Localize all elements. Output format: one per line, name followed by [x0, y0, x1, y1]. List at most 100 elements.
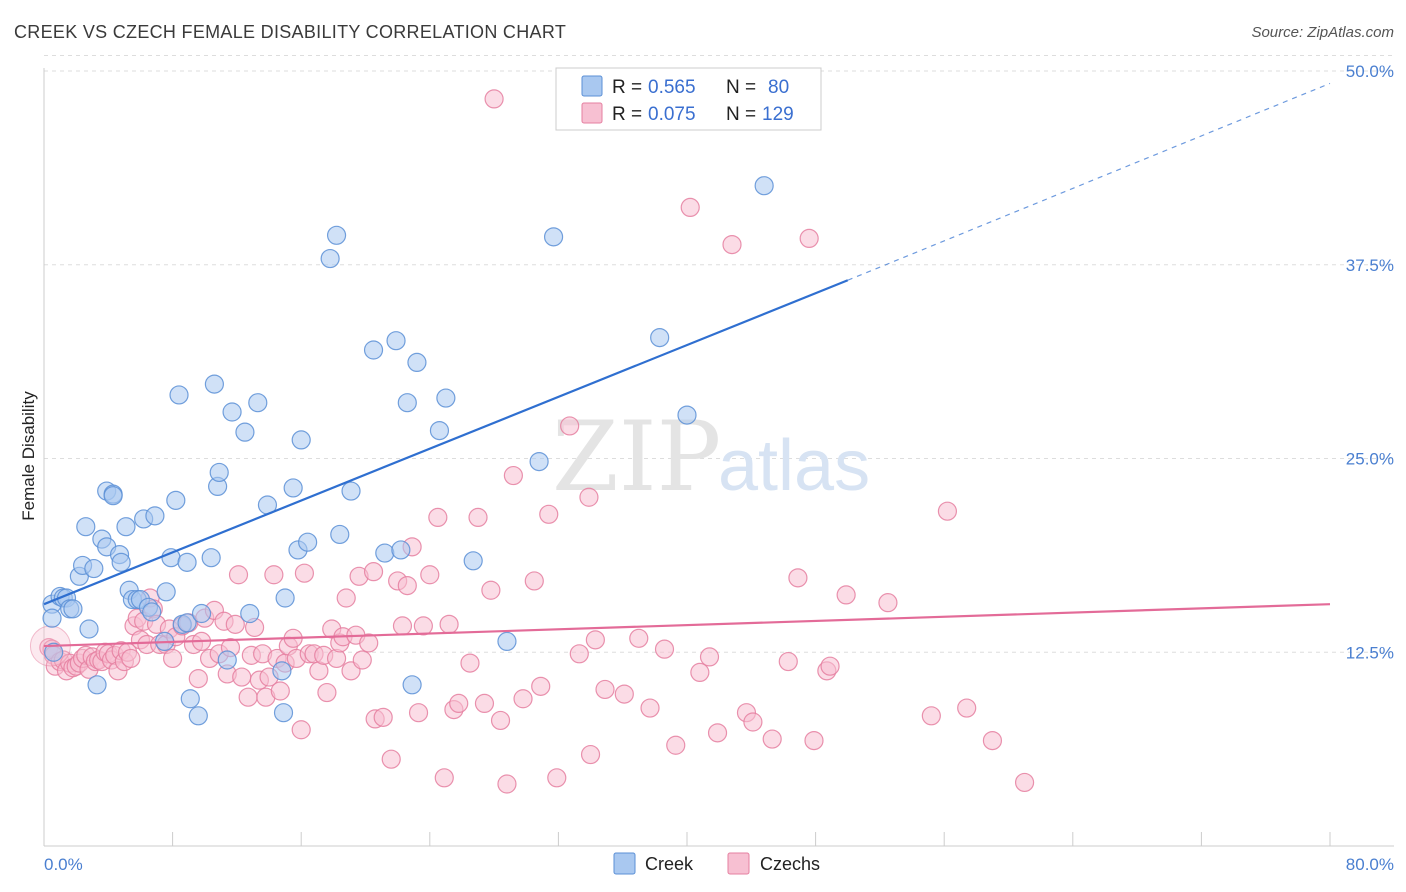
- czech-point: [743, 712, 763, 732]
- czech-point: [937, 501, 958, 521]
- chart-title: CREEK VS CZECH FEMALE DISABILITY CORRELA…: [14, 22, 567, 42]
- czech-point: [778, 651, 798, 672]
- creek-point: [407, 352, 427, 372]
- czech-point: [788, 568, 808, 588]
- czech-point: [503, 465, 523, 486]
- bottom-legend: Creek Czechs: [613, 852, 820, 875]
- czech-point: [580, 744, 601, 765]
- czech-point: [799, 228, 819, 248]
- creek-point: [204, 374, 224, 394]
- creek-point: [188, 706, 208, 726]
- czech-point: [474, 693, 495, 714]
- czech-point: [326, 648, 347, 669]
- y-tick-label: 50.0%: [1346, 62, 1394, 81]
- creek-point: [298, 532, 318, 552]
- creek-point: [166, 490, 186, 510]
- legend-creek-n-value: 80: [768, 77, 789, 98]
- y-tick-label: 25.0%: [1346, 450, 1394, 469]
- czech-point: [420, 565, 440, 585]
- creek-point: [402, 675, 422, 695]
- creek-trend-extension: [847, 82, 1331, 281]
- czech-point: [640, 698, 660, 718]
- czech-point: [524, 571, 544, 591]
- czech-point: [654, 639, 675, 659]
- legend: R = 0.565 N = 80 R = 0.075 N = 129: [555, 67, 822, 131]
- czech-point: [690, 662, 710, 683]
- creek-point: [209, 462, 229, 483]
- creek-point: [436, 388, 456, 408]
- creek-point: [375, 543, 395, 563]
- czech-point: [363, 562, 384, 582]
- czech-point: [270, 681, 290, 701]
- czech-point: [381, 749, 401, 769]
- czech-point: [921, 706, 941, 726]
- watermark: ZIP atlas: [552, 401, 870, 513]
- x-tick-label-max: 80.0%: [1346, 855, 1394, 874]
- czech-point: [666, 735, 686, 755]
- czech-point: [490, 710, 511, 731]
- czech-point: [804, 730, 824, 751]
- creek-point: [44, 642, 64, 662]
- creek-point: [201, 548, 221, 568]
- legend-czech-r-value: 0.075: [648, 104, 696, 125]
- legend-czech-n-value: 129: [762, 104, 794, 125]
- legend-czech-n-label: N =: [726, 104, 756, 125]
- czech-point: [397, 575, 417, 596]
- x-tick-label-min: 0.0%: [44, 855, 83, 874]
- czech-point: [359, 633, 379, 653]
- legend-creek-r-label: R =: [612, 77, 642, 98]
- creek-point: [87, 675, 107, 695]
- creek-point: [497, 631, 517, 652]
- creek-point: [63, 599, 83, 619]
- creek-point: [111, 552, 131, 572]
- creek-point: [363, 340, 384, 360]
- bottom-legend-creek-swatch: [613, 852, 636, 875]
- czech-point: [121, 648, 141, 669]
- czech-point: [547, 768, 567, 788]
- creek-point: [291, 430, 311, 450]
- source-label: Source: ZipAtlas.com: [1251, 24, 1394, 41]
- czech-point: [294, 563, 315, 583]
- czech-point: [614, 684, 634, 704]
- creek-point: [320, 248, 340, 269]
- czech-point: [680, 197, 700, 217]
- y-tick-label: 37.5%: [1346, 256, 1394, 275]
- creek-points: [42, 176, 774, 726]
- creek-point: [397, 393, 417, 413]
- legend-creek-r-value: 0.565: [648, 77, 696, 98]
- creek-point: [217, 650, 237, 670]
- bottom-legend-creek-label: Creek: [645, 854, 694, 874]
- y-tick-labels: 12.5% 25.0% 37.5% 50.0%: [1346, 62, 1394, 662]
- creek-point: [273, 703, 294, 723]
- creek-point: [463, 551, 483, 571]
- creek-point: [145, 506, 165, 526]
- czech-point: [699, 647, 720, 667]
- czech-point: [468, 507, 488, 528]
- czech-point: [225, 614, 245, 634]
- czech-point: [569, 644, 589, 664]
- creek-point: [76, 517, 96, 537]
- czech-point: [484, 89, 504, 109]
- czech-points: [29, 89, 1035, 794]
- creek-point: [272, 661, 292, 681]
- czech-point: [428, 507, 448, 528]
- creek-point: [529, 452, 549, 472]
- creek-point: [156, 582, 176, 602]
- bottom-legend-czech-swatch: [727, 852, 750, 875]
- y-axis-title: Female Disability: [19, 391, 38, 521]
- czech-point: [762, 729, 782, 749]
- czech-point: [238, 687, 258, 707]
- czech-point: [392, 616, 413, 636]
- czech-point: [449, 693, 469, 714]
- czech-point: [707, 723, 728, 743]
- creek-point: [169, 385, 189, 405]
- czech-point: [336, 588, 356, 608]
- creek-point: [191, 603, 212, 624]
- czech-point: [413, 616, 433, 636]
- czech-point: [836, 585, 856, 605]
- czech-point: [481, 580, 501, 600]
- czech-point: [439, 614, 459, 634]
- bottom-legend-czech-label: Czechs: [760, 854, 820, 874]
- czech-point: [1014, 772, 1035, 793]
- creek-point: [222, 402, 242, 422]
